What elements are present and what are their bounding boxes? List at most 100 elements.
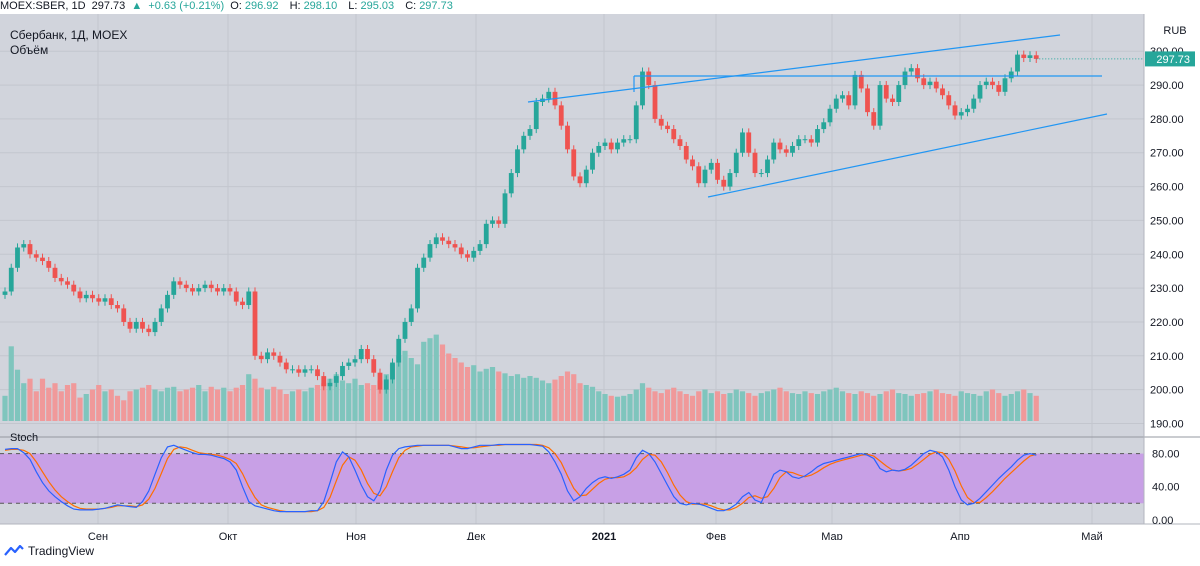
price-chart[interactable]: 190.00 200.00 210.00 220.00 230.00 240.00 250.…: [0, 14, 1200, 540]
price-tick-label: 260.00: [1150, 182, 1184, 194]
volume-bar: [664, 389, 671, 421]
price-tick-label: 240.00: [1150, 249, 1184, 261]
currency-label: RUB: [1163, 25, 1186, 37]
volume-bar: [514, 374, 521, 421]
candle-body: [46, 261, 52, 268]
candle-body: [783, 149, 789, 153]
price-tick-label: 220.00: [1150, 317, 1184, 329]
volume-bar: [502, 373, 508, 421]
candle-body: [952, 105, 958, 116]
volume-bar: [158, 391, 164, 421]
trendlines[interactable]: [527, 34, 1144, 198]
candle-body: [652, 85, 658, 119]
candle-body: [8, 267, 14, 292]
price-change: +0.63 (+0.21%): [148, 0, 225, 12]
candle-body: [633, 105, 639, 140]
candle-body: [977, 85, 983, 99]
volume-bar: [1027, 393, 1033, 421]
stoch-band-lines: [0, 453, 1144, 504]
high-value: 298.10: [303, 0, 338, 12]
volume-bar: [552, 379, 558, 421]
stoch-tick-label: 40.00: [1152, 482, 1180, 494]
low-value: 295.03: [360, 0, 395, 12]
volume-bar: [139, 387, 146, 421]
volume-bar: [202, 391, 208, 421]
volume-bar: [177, 391, 183, 421]
volume-bar: [277, 389, 283, 421]
candle-body: [221, 288, 227, 292]
candle-body: [458, 247, 464, 255]
volume-bar: [389, 364, 396, 421]
candle-body: [927, 81, 933, 86]
volume-bar: [121, 400, 127, 421]
volume-bar: [721, 394, 727, 421]
volume-bar: [214, 389, 221, 421]
candle-body: [33, 254, 39, 258]
volume-bar: [964, 393, 971, 421]
candle-body: [215, 288, 220, 292]
candle-body: [883, 85, 889, 99]
volume-bar: [708, 393, 714, 421]
brand-name: TradingView: [28, 544, 95, 558]
volume-bar: [21, 383, 27, 421]
candle-body: [365, 349, 370, 360]
candle-body: [352, 359, 358, 363]
price-axis[interactable]: 190.00 200.00 210.00 220.00 230.00 240.00 250.…: [1150, 46, 1184, 430]
stoch-tick-label: 80.00: [1152, 449, 1180, 461]
candle-body: [52, 267, 58, 278]
stoch-tick-label: 0.00: [1152, 515, 1173, 527]
candle-body: [252, 291, 258, 356]
volume-bar: [489, 367, 496, 421]
volume-bar: [589, 386, 596, 421]
volume-bar: [558, 376, 564, 421]
price-tick-label: 210.00: [1150, 351, 1184, 363]
volume-bar: [189, 387, 196, 421]
volume-bar: [983, 391, 989, 421]
volume-bar: [1033, 395, 1039, 421]
candle-body: [671, 129, 677, 140]
main-pane[interactable]: [0, 14, 1144, 437]
candle-body: [340, 365, 345, 377]
candle-body: [258, 355, 264, 360]
candle-body: [1027, 55, 1033, 58]
candle-body: [121, 308, 127, 322]
time-axis[interactable]: Сен Окт Ноя Дек 2021 Фев Мар Апр Май: [88, 531, 1103, 540]
stoch-axis[interactable]: 0.00 40.00 80.00: [1152, 449, 1180, 527]
candle-body: [971, 98, 977, 109]
volume-bar: [246, 374, 252, 421]
candle-body: [840, 95, 845, 99]
candle-body: [302, 369, 308, 373]
candle-body: [858, 74, 864, 89]
candle-body: [108, 298, 114, 306]
candle-body: [58, 277, 64, 282]
volume-bar: [696, 391, 702, 421]
channel-lower-line[interactable]: [707, 113, 1108, 198]
volume-bar: [746, 393, 752, 421]
candle-body: [471, 250, 477, 258]
volume-bar: [621, 395, 627, 421]
volume-bar: [546, 383, 552, 421]
candle-body: [483, 223, 489, 245]
candle-body: [902, 71, 908, 86]
price-tick-label: 190.00: [1150, 418, 1184, 430]
candle-body: [290, 369, 295, 371]
volume-bar: [433, 334, 439, 421]
symbol-label[interactable]: MOEX:SBER, 1D: [0, 0, 86, 12]
volume-bar: [671, 387, 677, 421]
candle-body: [427, 244, 433, 258]
volume-bar: [908, 395, 914, 421]
candle-body: [908, 68, 914, 72]
time-tick-label: Дек: [467, 531, 486, 540]
price-tick-label: 230.00: [1150, 283, 1184, 295]
candle-body: [677, 139, 683, 146]
volume-bar: [108, 389, 114, 421]
volume-bar: [77, 397, 83, 421]
symbol-header: MOEX:SBER, 1D 297.73 ▲ +0.63 (+0.21%) O:…: [0, 0, 1200, 14]
candle-body: [202, 284, 208, 289]
volume-bar: [896, 393, 902, 421]
channel-upper-line[interactable]: [527, 34, 1061, 103]
candle-body: [877, 85, 883, 126]
volume-bar: [808, 393, 814, 421]
candle-body: [308, 369, 314, 371]
